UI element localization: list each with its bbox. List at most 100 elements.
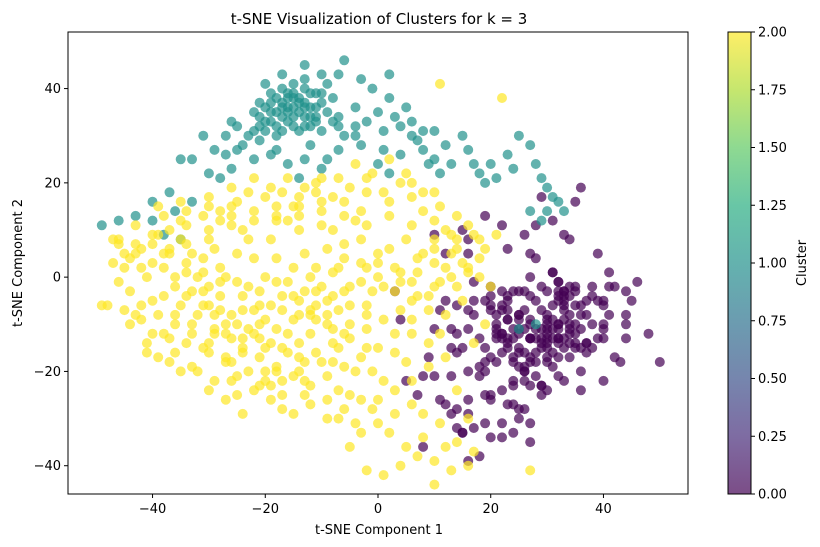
- cluster-2-point: [254, 352, 265, 363]
- cluster-0-point: [502, 314, 513, 325]
- cluster-2-point: [254, 333, 265, 344]
- cluster-2-point: [423, 361, 434, 372]
- cluster-2-point: [474, 234, 485, 245]
- cluster-2-point: [333, 173, 344, 184]
- cluster-2-point: [491, 229, 502, 240]
- cluster-0-point: [536, 333, 547, 344]
- cluster-2-point: [412, 253, 423, 264]
- cluster-1-point: [294, 97, 305, 108]
- cluster-2-point: [367, 404, 378, 415]
- cluster-2-point: [406, 399, 417, 410]
- cluster-2-point: [119, 248, 130, 259]
- cluster-2-point: [463, 262, 474, 273]
- cluster-2-point: [170, 272, 181, 283]
- cluster-1-point: [350, 130, 361, 141]
- cluster-1-point: [249, 126, 259, 136]
- cluster-0-point: [423, 352, 434, 363]
- cluster-2-point: [164, 357, 175, 367]
- x-tick-label: 0: [374, 502, 382, 517]
- cluster-0-point: [621, 333, 631, 344]
- cluster-2-point: [226, 333, 237, 344]
- cluster-2-point: [181, 267, 192, 278]
- cluster-2-point: [209, 328, 220, 339]
- cluster-0-point: [440, 295, 451, 306]
- cluster-0-point: [463, 324, 474, 334]
- cluster-1-point: [288, 88, 299, 99]
- cluster-1-point: [373, 107, 383, 118]
- cluster-2-point: [435, 328, 445, 339]
- cluster-2-point: [480, 319, 491, 330]
- cluster-2-point: [339, 196, 350, 207]
- cluster-0-point: [553, 276, 564, 287]
- cluster-2-point: [277, 390, 288, 400]
- cluster-2-point: [271, 276, 282, 287]
- cluster-2-point: [288, 262, 299, 273]
- cluster-1-point: [350, 102, 361, 113]
- cluster-0-point: [564, 352, 575, 363]
- cluster-2-point: [203, 234, 214, 245]
- cluster-0-point: [519, 375, 530, 386]
- cluster-2-point: [226, 309, 237, 320]
- cluster-0-point: [463, 394, 474, 405]
- cluster-0-point: [468, 295, 479, 306]
- cluster-2-point: [108, 234, 119, 245]
- cluster-1-point: [525, 206, 536, 217]
- cluster-0-point: [519, 286, 530, 297]
- colorbar-tick-label: 1.00: [758, 257, 787, 272]
- cluster-0-point: [480, 418, 491, 429]
- cluster-0-point: [412, 390, 423, 400]
- cluster-0-point: [508, 357, 519, 367]
- cluster-2-point: [209, 375, 220, 386]
- cluster-2-point: [271, 361, 282, 372]
- cluster-1-point: [299, 121, 310, 132]
- cluster-0-point: [513, 347, 524, 358]
- cluster-0-point: [446, 371, 457, 382]
- cluster-0-point: [513, 413, 524, 424]
- cluster-2-point: [361, 300, 372, 311]
- cluster-2-point: [130, 239, 141, 250]
- cluster-1-point: [187, 154, 197, 165]
- cluster-1-point: [542, 182, 553, 193]
- cluster-2-point: [333, 305, 344, 316]
- cluster-2-point: [327, 357, 338, 367]
- cluster-2-point: [389, 328, 400, 339]
- cluster-2-point: [451, 210, 462, 221]
- cluster-2-point: [339, 361, 350, 372]
- scatter-points: [96, 55, 665, 490]
- cluster-1-point: [401, 102, 412, 113]
- cluster-2-point: [373, 272, 383, 283]
- cluster-1-point: [384, 69, 395, 80]
- colorbar-tick-label: 2.00: [758, 26, 787, 41]
- cluster-2-point: [311, 187, 321, 198]
- cluster-2-point: [220, 394, 231, 405]
- cluster-2-point: [367, 366, 378, 377]
- cluster-2-point: [243, 324, 254, 334]
- cluster-2-point: [243, 187, 254, 198]
- cluster-2-point: [265, 182, 276, 193]
- cluster-1-point: [147, 215, 158, 226]
- cluster-2-point: [249, 206, 259, 217]
- cluster-2-point: [294, 192, 305, 202]
- cluster-1-point: [429, 126, 440, 136]
- cluster-2-point: [125, 319, 135, 330]
- cluster-2-point: [406, 375, 417, 386]
- cluster-2-point: [277, 404, 288, 415]
- cluster-1-point: [209, 144, 220, 155]
- cluster-0-point: [564, 309, 575, 320]
- cluster-2-point: [158, 262, 169, 273]
- cluster-2-point: [125, 286, 135, 297]
- cluster-1-point: [384, 93, 395, 103]
- cluster-0-point: [598, 319, 609, 330]
- cluster-2-point: [406, 220, 417, 231]
- cluster-0-point: [575, 385, 586, 396]
- cluster-2-point: [361, 324, 372, 334]
- cluster-2-point: [480, 243, 491, 254]
- cluster-1-point: [468, 159, 479, 169]
- cluster-2-point: [215, 276, 226, 287]
- cluster-2-point: [344, 319, 355, 330]
- cluster-2-point: [327, 192, 338, 202]
- cluster-0-point: [497, 418, 507, 429]
- cluster-2-point: [373, 248, 383, 259]
- cluster-2-point: [451, 437, 462, 448]
- cluster-2-point: [327, 267, 338, 278]
